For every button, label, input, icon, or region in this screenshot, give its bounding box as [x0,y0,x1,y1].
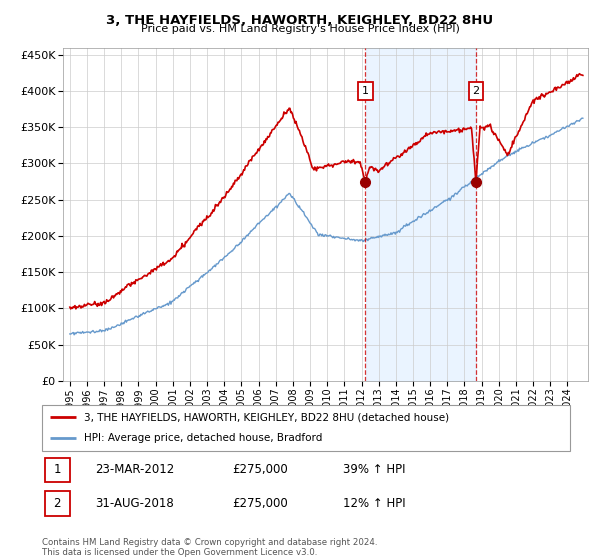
Text: 2: 2 [472,86,479,96]
Text: 3, THE HAYFIELDS, HAWORTH, KEIGHLEY, BD22 8HU (detached house): 3, THE HAYFIELDS, HAWORTH, KEIGHLEY, BD2… [84,412,449,422]
Text: 31-AUG-2018: 31-AUG-2018 [95,497,173,510]
Text: Price paid vs. HM Land Registry's House Price Index (HPI): Price paid vs. HM Land Registry's House … [140,24,460,34]
Text: 1: 1 [53,463,61,477]
Text: 1: 1 [362,86,369,96]
Text: 39% ↑ HPI: 39% ↑ HPI [343,463,406,477]
Text: HPI: Average price, detached house, Bradford: HPI: Average price, detached house, Brad… [84,433,323,444]
Text: 2: 2 [53,497,61,510]
Text: £275,000: £275,000 [232,463,288,477]
Text: 23-MAR-2012: 23-MAR-2012 [95,463,174,477]
FancyBboxPatch shape [44,491,70,516]
FancyBboxPatch shape [42,405,570,451]
Text: £275,000: £275,000 [232,497,288,510]
Text: Contains HM Land Registry data © Crown copyright and database right 2024.
This d: Contains HM Land Registry data © Crown c… [42,538,377,557]
Text: 12% ↑ HPI: 12% ↑ HPI [343,497,406,510]
FancyBboxPatch shape [44,458,70,482]
Text: 3, THE HAYFIELDS, HAWORTH, KEIGHLEY, BD22 8HU: 3, THE HAYFIELDS, HAWORTH, KEIGHLEY, BD2… [106,14,494,27]
